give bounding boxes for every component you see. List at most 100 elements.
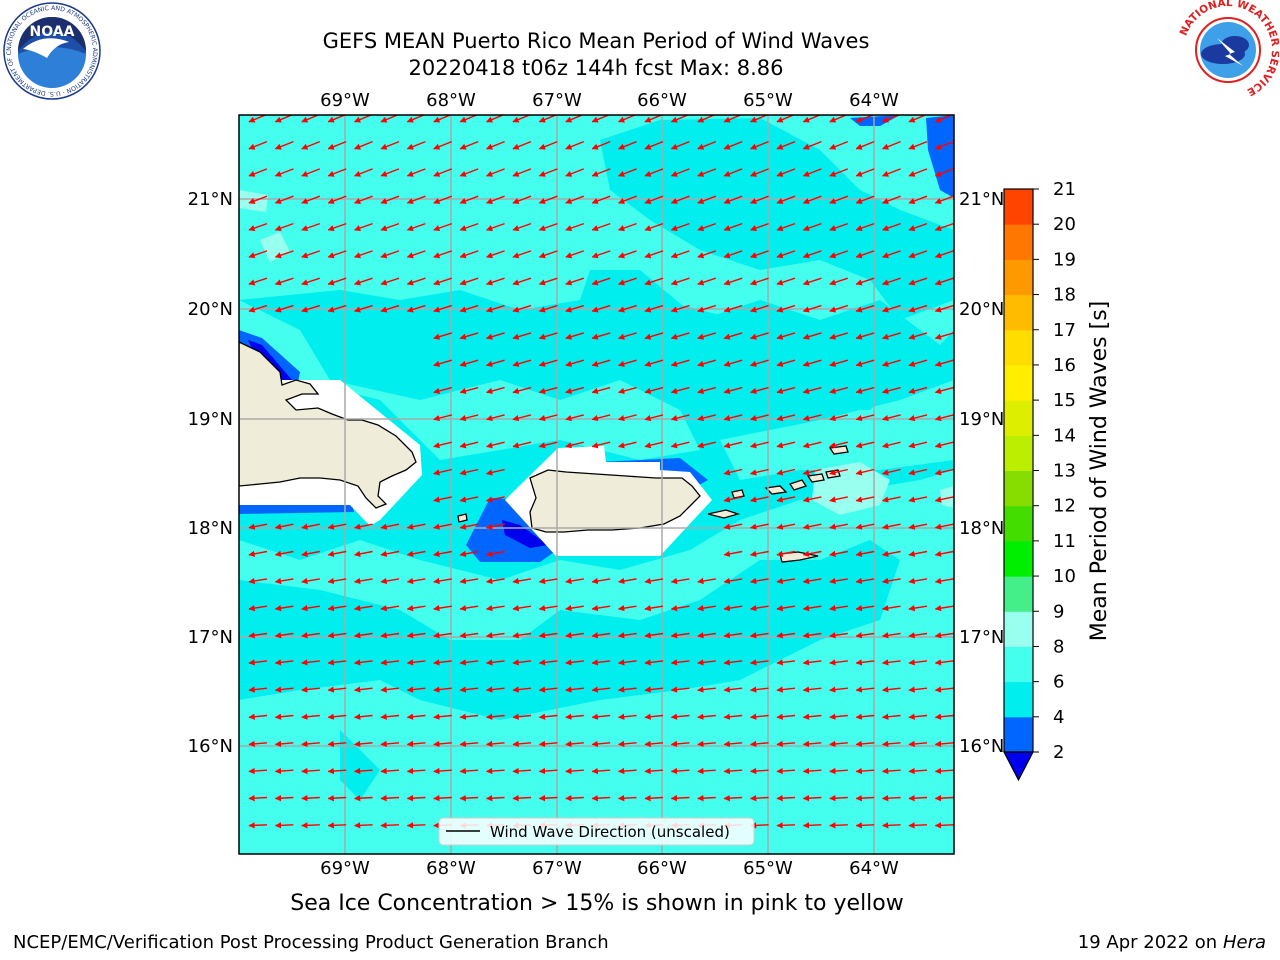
wind-arrow [802,713,822,720]
st-john [788,479,808,491]
wind-arrow [855,767,875,775]
wind-arrow [617,605,637,612]
wind-arrow [934,468,954,476]
wind-arrow [829,713,848,720]
wind-arrow [380,195,400,204]
wind-arrow [749,686,769,693]
wind-arrow [829,332,849,340]
wind-arrow [406,740,426,748]
wind-arrow [776,632,796,639]
wind-arrow [855,359,875,367]
wind-arrow [327,195,347,204]
wind-arrow [855,795,875,802]
colorbar-under-extension [1003,751,1034,782]
wind-arrow [433,686,452,693]
wind-arrow [776,332,796,340]
wind-arrow [881,304,901,313]
wind-arrow [406,304,426,313]
colorbar-segment [1004,364,1033,401]
wind-arrow [749,577,769,585]
wind-arrow [274,250,294,259]
wind-arrow [697,332,717,340]
colorbar-tick-label: 12 [1053,496,1076,517]
wind-arrow [882,168,901,177]
lon-label: 68°W [426,858,476,879]
wind-arrow [697,686,716,693]
wind-arrow [485,359,505,367]
wind-arrow [908,767,928,775]
wind-arrow [591,713,611,720]
nws-logo: NATIONAL WEATHER SERVICE [1178,0,1279,98]
wind-arrow [881,332,901,340]
colorbar-tick-label: 15 [1053,390,1076,411]
colorbar-segment [1004,400,1033,436]
wind-arrow [617,577,637,585]
wind-arrow [644,713,664,720]
wind-arrow [934,686,954,693]
wind-arrow [354,195,373,204]
wind-arrow [538,795,558,802]
lon-label: 66°W [637,90,687,111]
wind-wave-arrows [248,115,954,829]
wind-arrow [934,740,954,748]
wind-arrow [380,222,400,232]
wind-arrow [406,250,426,259]
wind-arrow [274,795,294,802]
wind-arrow [723,686,743,693]
lon-label: 64°W [849,90,899,111]
wind-arrow [512,767,532,775]
wind-arrow [802,277,822,286]
wind-arrow [934,140,954,150]
wind-arrow [459,713,479,720]
wind-arrow [829,632,848,639]
wind-arrow [433,496,452,503]
wind-arrow [433,632,452,639]
wind-arrow [670,250,690,259]
wind-arrow [591,767,611,775]
wind-arrow [776,550,796,557]
wind-arrow [881,605,901,612]
wind-arrow [829,686,848,693]
wind-arrow [459,222,479,232]
wind-arrow [327,250,347,259]
wind-arrow [908,713,928,720]
wind-arrow [855,441,875,449]
wind-arrow [644,686,664,693]
wind-arrow [908,740,928,748]
wind-arrow [908,468,928,476]
wind-arrow [723,659,743,666]
wind-arrow [353,605,373,612]
wind-arrow [380,277,400,286]
wind-arrow [538,414,558,422]
wind-arrow [459,686,479,693]
wind-arrow [776,523,796,530]
wind-arrow [380,550,400,557]
wind-arrow [750,250,769,259]
wind-arrow [644,195,664,204]
wind-arrow [380,168,400,177]
wind-arrow [881,659,901,666]
wind-arrow [512,386,532,394]
wind-arrow [353,767,373,775]
wind-arrow [486,277,505,286]
wind-arrow [433,277,453,286]
wind-arrow [354,277,373,286]
wind-arrow [459,496,479,503]
colorbar-segment [1004,224,1033,260]
wind-arrow [934,277,954,286]
wind-arrow [459,414,479,422]
wind-arrow [855,414,875,422]
wind-arrow [802,140,822,150]
wind-arrow [485,686,505,693]
noaa-logo: NATIONAL OCEANIC AND ATMOSPHERIC ADMINIS… [3,2,101,100]
wind-arrow [485,550,505,557]
wind-arrow [697,767,716,775]
wind-arrow [274,523,294,530]
colorbar-segment [1004,505,1033,542]
wind-arrow [353,523,373,530]
wind-arrow [565,277,585,286]
wind-arrow [591,659,611,666]
wind-arrow [749,304,769,313]
wind-arrow [512,277,532,286]
puerto-rico [529,469,701,533]
